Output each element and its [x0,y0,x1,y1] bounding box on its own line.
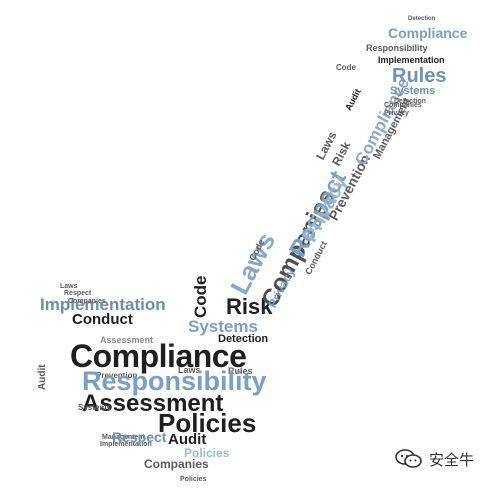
word-companies-small: Companies [68,298,106,305]
word-risk-mid: Risk [226,294,273,319]
word-rules-mid: Rules [228,366,253,376]
wechat-icon [395,448,423,470]
word-laws-mid: Laws [178,365,201,375]
word-privacy-upper: Privacy [384,110,409,117]
watermark-text: 安全牛 [428,450,474,469]
word-assessment-small: Assessment [100,335,154,345]
word-compliance-top: Compliance [388,25,468,41]
word-prevention-small: Prevention [96,371,138,380]
word-code-upper: Code [336,63,356,72]
word-systems-upper: Systems [390,85,436,97]
word-policies-main: Policies [158,408,257,438]
word-policies-small: Policies [180,476,207,483]
word-management-small: Management [102,434,145,441]
word-companies-upper: Companies [384,102,422,109]
word-responsibility-main: Responsibility [82,366,267,396]
word-audit-upper: Audit [343,87,363,113]
word-assessment-main: Assessment [82,390,224,417]
word-respect-small: Respect [64,290,92,297]
word-responsibility-upper: Responsibility [366,43,428,53]
word-audit-small: Audit [37,364,48,390]
word-systems-mid: Systems [188,317,258,336]
word-audit-low: Audit [168,431,207,448]
word-respect-low: Respect [112,429,167,445]
word-rules-upper: Rules [392,65,447,87]
word-implementation-upper: Implementation [378,55,445,65]
word-companies-low: Companies [144,457,209,471]
word-implementation-small: Implementation [100,441,152,448]
word-conduct-left: Conduct [72,311,133,328]
word-systems-small: Systems [78,403,111,412]
word-compliance-main: Compliance [70,338,247,374]
word-policies-low: Policies [184,446,230,460]
word-detection-mid: Detection [218,333,269,345]
watermark: 安全牛 [395,448,474,470]
word-code-mid: Code [191,275,210,319]
word-laws-small: Laws [60,283,78,290]
word-implementation-left: Implementation [40,295,166,314]
word-detection-mid-small: Detection [408,16,436,22]
word-detection-upper: Detection [394,98,426,105]
